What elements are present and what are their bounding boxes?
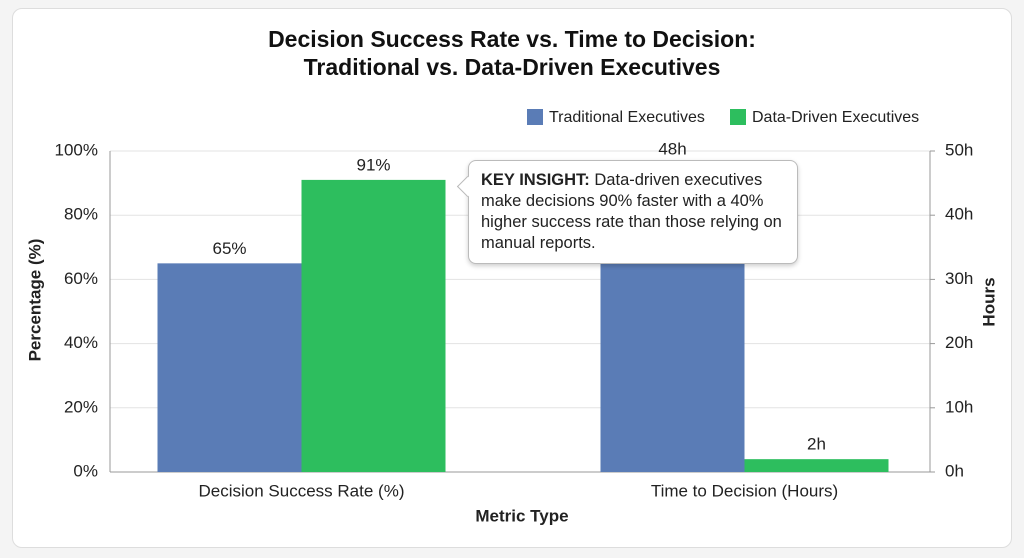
data-label: 2h — [807, 435, 826, 454]
data-label: 65% — [212, 239, 246, 258]
y2-tick-label: 50h — [945, 140, 973, 159]
bar — [157, 263, 302, 472]
y2-axis-title: Hours — [979, 277, 998, 326]
annotation-text: Data-driven executives make decisions 90… — [481, 171, 782, 252]
annotation-heading: KEY INSIGHT: — [481, 171, 590, 189]
y2-tick-label: 10h — [945, 397, 973, 416]
data-label: 91% — [356, 155, 390, 174]
chart-title: Traditional vs. Data-Driven Executives — [304, 54, 721, 80]
y-axis-title: Percentage (%) — [25, 239, 44, 362]
y2-tick-label: 0h — [945, 461, 964, 480]
y2-tick-label: 40h — [945, 205, 973, 224]
x-axis-title: Metric Type — [475, 506, 568, 525]
data-label: 48h — [658, 139, 686, 158]
annotation: KEY INSIGHT: Data-driven executives make… — [468, 160, 798, 264]
legend-label: Data-Driven Executives — [752, 109, 919, 126]
y-tick-label: 60% — [64, 269, 98, 288]
legend-swatch — [527, 109, 543, 125]
y2-tick-label: 20h — [945, 333, 973, 352]
y-tick-label: 0% — [73, 461, 98, 480]
y2-tick-label: 30h — [945, 269, 973, 288]
legend-swatch — [730, 109, 746, 125]
x-tick-label: Decision Success Rate (%) — [199, 481, 405, 500]
bar — [744, 459, 889, 472]
y-tick-label: 20% — [64, 397, 98, 416]
x-tick-label: Time to Decision (Hours) — [651, 481, 838, 500]
bar — [301, 179, 446, 472]
legend-label: Traditional Executives — [549, 109, 705, 126]
y-tick-label: 100% — [55, 140, 98, 159]
chart-title: Decision Success Rate vs. Time to Decisi… — [268, 26, 756, 52]
y-tick-label: 40% — [64, 333, 98, 352]
y-tick-label: 80% — [64, 205, 98, 224]
